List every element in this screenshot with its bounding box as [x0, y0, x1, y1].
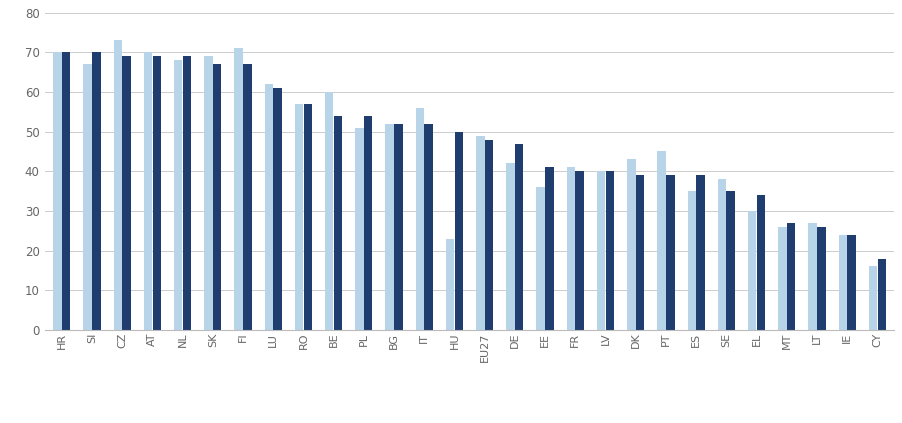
Bar	[92, 52, 100, 330]
Bar	[325, 92, 333, 330]
Bar	[536, 187, 544, 330]
Bar	[605, 171, 613, 330]
Bar	[354, 128, 364, 330]
Bar	[695, 175, 704, 330]
Bar	[264, 84, 272, 330]
Bar	[243, 64, 252, 330]
Bar	[838, 235, 846, 330]
Bar	[786, 223, 795, 330]
Bar	[152, 56, 161, 330]
Bar	[204, 56, 212, 330]
Bar	[213, 64, 221, 330]
Bar	[726, 191, 734, 330]
Bar	[506, 163, 514, 330]
Bar	[575, 171, 584, 330]
Bar	[424, 124, 432, 330]
Bar	[635, 175, 644, 330]
Bar	[273, 88, 281, 330]
Bar	[484, 140, 492, 330]
Bar	[294, 104, 303, 330]
Bar	[747, 211, 756, 330]
Bar	[235, 48, 243, 330]
Bar	[846, 235, 855, 330]
Bar	[756, 195, 764, 330]
Bar	[303, 104, 312, 330]
Bar	[114, 41, 122, 330]
Bar	[778, 227, 786, 330]
Bar	[182, 56, 191, 330]
Bar	[174, 60, 182, 330]
Bar	[62, 52, 70, 330]
Bar	[626, 159, 635, 330]
Bar	[122, 56, 131, 330]
Bar	[545, 168, 553, 330]
Bar	[53, 52, 61, 330]
Bar	[666, 175, 674, 330]
Bar	[454, 132, 463, 330]
Bar	[143, 52, 152, 330]
Bar	[657, 151, 665, 330]
Bar	[717, 179, 725, 330]
Bar	[415, 108, 424, 330]
Bar	[816, 227, 824, 330]
Bar	[475, 136, 484, 330]
Bar	[446, 239, 454, 330]
Bar	[364, 116, 372, 330]
Bar	[385, 124, 393, 330]
Bar	[596, 171, 604, 330]
Bar	[868, 266, 876, 330]
Bar	[877, 258, 885, 330]
Bar	[394, 124, 402, 330]
Bar	[334, 116, 342, 330]
Bar	[686, 191, 695, 330]
Bar	[83, 64, 92, 330]
Bar	[807, 223, 816, 330]
Bar	[566, 168, 575, 330]
Bar	[514, 143, 523, 330]
